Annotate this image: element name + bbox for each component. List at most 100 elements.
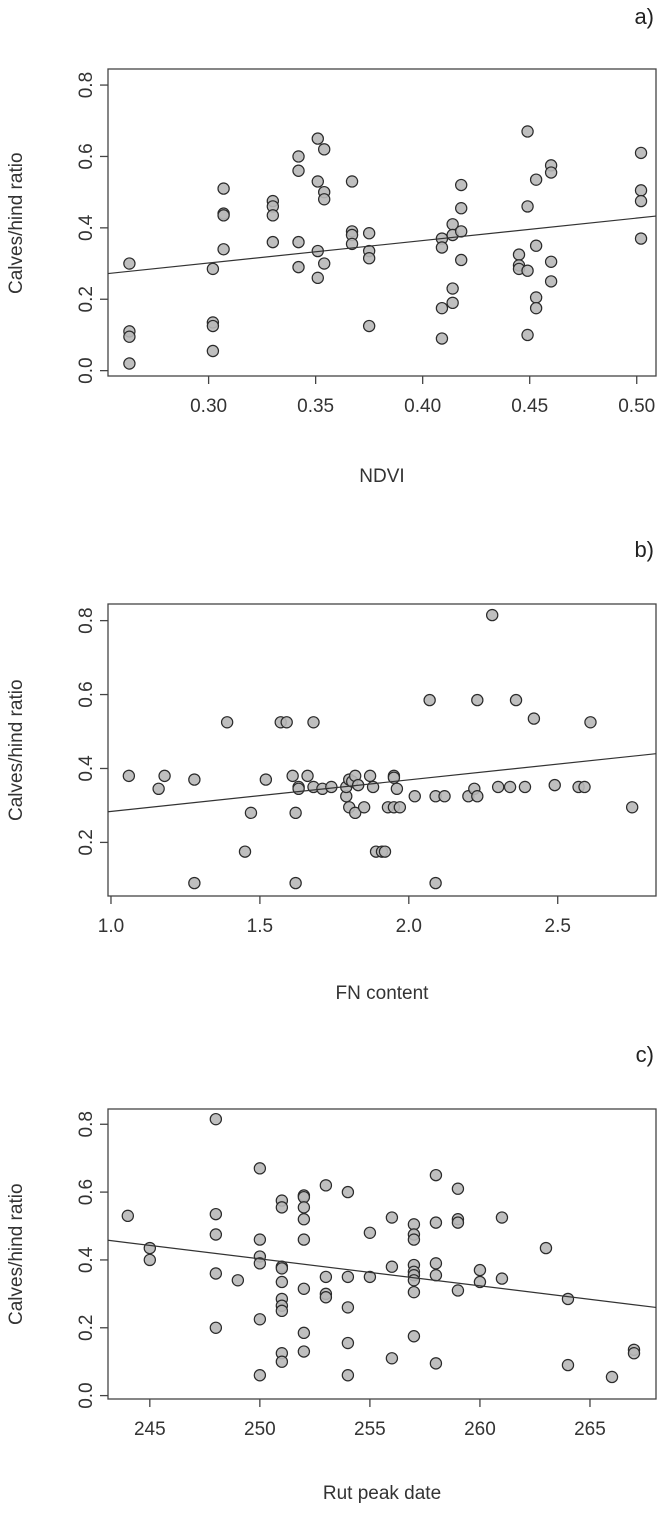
data-point bbox=[318, 193, 331, 206]
data-point bbox=[529, 173, 543, 186]
data-point bbox=[451, 1182, 465, 1195]
data-point bbox=[206, 344, 220, 358]
data-point bbox=[473, 1263, 487, 1277]
y-tick-label: 0.4 bbox=[76, 1246, 97, 1273]
data-point bbox=[407, 1285, 421, 1299]
plot-frame bbox=[107, 1108, 657, 1400]
data-point bbox=[471, 693, 484, 707]
data-point bbox=[289, 876, 302, 890]
data-point bbox=[341, 1369, 355, 1382]
data-point bbox=[435, 301, 449, 315]
data-point bbox=[548, 778, 561, 792]
data-point bbox=[206, 319, 220, 333]
panel-b-x-axis-label: FN content bbox=[335, 983, 429, 1004]
data-point bbox=[297, 1282, 311, 1295]
data-point bbox=[217, 243, 230, 256]
data-point bbox=[259, 773, 273, 786]
data-point bbox=[345, 237, 359, 251]
data-point bbox=[253, 1162, 267, 1175]
data-point bbox=[521, 264, 534, 277]
panel-c-label: c) bbox=[635, 1042, 654, 1067]
data-point bbox=[311, 175, 324, 188]
data-point bbox=[231, 1274, 245, 1287]
data-point bbox=[393, 801, 407, 814]
data-point bbox=[529, 239, 543, 252]
data-point bbox=[446, 282, 459, 295]
data-point bbox=[451, 1284, 465, 1297]
data-point bbox=[455, 253, 468, 267]
data-point bbox=[527, 712, 541, 725]
data-point bbox=[275, 1275, 289, 1289]
data-point bbox=[429, 876, 442, 890]
data-point bbox=[521, 125, 534, 138]
data-point bbox=[362, 319, 376, 333]
data-point bbox=[158, 769, 171, 783]
data-point bbox=[123, 257, 136, 270]
data-point bbox=[341, 1270, 355, 1284]
y-tick-label: 0.2 bbox=[76, 829, 97, 855]
data-point bbox=[605, 1370, 619, 1384]
data-point bbox=[143, 1253, 157, 1267]
data-point bbox=[362, 251, 376, 265]
panel-c-y-axis-label: Calves/hind ratio bbox=[6, 1183, 27, 1325]
data-point bbox=[206, 262, 220, 276]
data-point bbox=[318, 257, 331, 270]
data-point bbox=[584, 716, 597, 729]
data-point bbox=[634, 194, 648, 208]
regression-line bbox=[107, 1239, 657, 1309]
data-point bbox=[217, 209, 230, 222]
y-tick-label: 0.2 bbox=[76, 286, 97, 312]
data-point bbox=[578, 780, 591, 794]
data-point bbox=[390, 782, 404, 796]
panel-b-label: b) bbox=[634, 537, 654, 562]
data-point bbox=[544, 255, 558, 268]
data-point bbox=[209, 1207, 223, 1221]
data-point bbox=[451, 1216, 465, 1229]
panel-c-plot: 0.0 0.2 0.4 0.6 0.8 245 250 255 260 265 bbox=[76, 1108, 657, 1440]
x-tick-label: 250 bbox=[244, 1419, 276, 1440]
data-point bbox=[297, 1233, 311, 1246]
data-point bbox=[253, 1369, 267, 1382]
data-point bbox=[307, 716, 320, 729]
y-tick-label: 0.6 bbox=[76, 681, 97, 707]
data-point bbox=[275, 1262, 289, 1275]
data-point bbox=[292, 164, 305, 177]
data-point bbox=[292, 150, 305, 163]
data-point bbox=[297, 1326, 311, 1340]
data-point bbox=[217, 182, 230, 195]
data-point bbox=[634, 146, 648, 160]
plot-frame bbox=[107, 68, 657, 377]
panel-a-label: a) bbox=[634, 4, 654, 29]
data-point bbox=[495, 1272, 509, 1285]
x-tick-label: 1.0 bbox=[98, 916, 124, 937]
data-point bbox=[319, 1270, 333, 1284]
data-point bbox=[209, 1228, 223, 1241]
data-point bbox=[634, 232, 648, 245]
x-tick-label: 0.50 bbox=[618, 396, 655, 417]
data-point bbox=[188, 773, 201, 786]
x-tick-label: 260 bbox=[464, 1419, 496, 1440]
data-point bbox=[429, 1216, 443, 1229]
data-point bbox=[362, 227, 376, 240]
data-point bbox=[544, 275, 558, 288]
data-point bbox=[341, 1301, 355, 1314]
data-point bbox=[286, 769, 299, 783]
data-point bbox=[503, 780, 517, 794]
data-point bbox=[363, 1270, 377, 1284]
data-point bbox=[539, 1241, 553, 1255]
data-point bbox=[297, 1345, 311, 1358]
panel-b: b) Calves/hind ratio FN content bbox=[6, 537, 654, 1004]
data-point bbox=[385, 1260, 399, 1273]
y-tick-label: 0.4 bbox=[76, 755, 97, 782]
data-point bbox=[495, 1211, 509, 1224]
plot-frame bbox=[107, 603, 657, 897]
data-point bbox=[491, 780, 505, 794]
y-tick-label: 0.2 bbox=[76, 1315, 97, 1341]
data-point bbox=[455, 202, 468, 215]
data-point bbox=[280, 716, 293, 729]
data-point bbox=[561, 1358, 575, 1372]
data-point bbox=[446, 296, 459, 310]
data-point bbox=[311, 271, 324, 285]
data-point bbox=[363, 769, 377, 783]
